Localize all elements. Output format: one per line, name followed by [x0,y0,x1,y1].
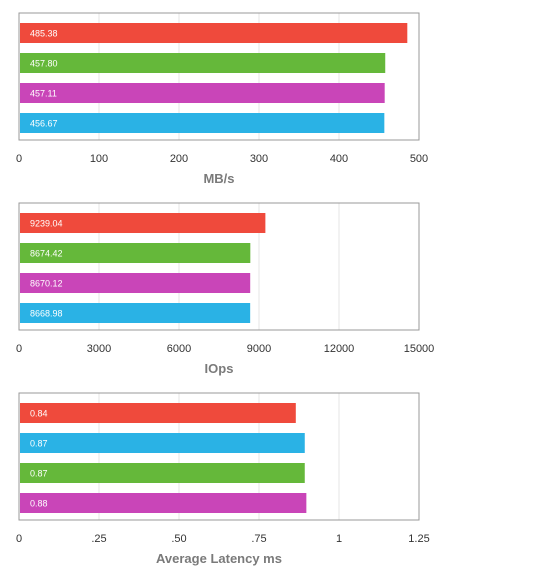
x-tick-label: .25 [91,533,106,545]
bar-value-label: 8670.12 [30,279,63,289]
bar-value-label: 485.38 [30,29,58,39]
bar [20,303,251,323]
bar [20,433,305,453]
bar [20,23,408,43]
bar-value-label: 0.84 [30,409,48,419]
x-tick-label: 0 [16,153,22,165]
x-tick-label: 12000 [324,343,355,355]
bar-value-label: 457.11 [30,89,57,99]
x-tick-label: .75 [251,533,266,545]
bar-value-label: 457.80 [30,59,58,69]
bar [20,53,386,73]
x-tick-label: 1.25 [408,533,429,545]
bar [20,213,266,233]
bar-value-label: 456.67 [30,119,58,129]
bar [20,493,307,513]
bar-value-label: 0.87 [30,439,48,449]
chart-2: 9239.04 8674.42 8670.12 8668.98 0 3000 6000 900… [16,202,435,376]
plot-frame [18,202,420,331]
plot-frame [18,12,420,141]
bar-value-label: 8668.98 [30,309,63,319]
plot-frame [18,392,420,521]
x-tick-label: 0 [16,533,22,545]
x-axis-title: MB/s [203,171,234,186]
bar-value-label: 8674.42 [30,249,63,259]
bar [20,243,251,263]
x-tick-label: 15000 [404,343,435,355]
bar-value-label: 0.87 [30,469,48,479]
x-tick-label: 6000 [167,343,191,355]
bar [20,83,385,103]
x-tick-label: 300 [250,153,268,165]
chart-1: 485.38 457.80 457.11 456.67 0 100 200 300 400 500… [16,12,428,186]
x-tick-label: 0 [16,343,22,355]
bar [20,113,385,133]
x-tick-label: 9000 [247,343,271,355]
bar [20,463,305,483]
x-axis-title: IOps [205,361,234,376]
bar [20,273,251,293]
x-tick-label: 3000 [87,343,111,355]
x-tick-label: 500 [410,153,428,165]
x-tick-label: 1 [336,533,342,545]
x-tick-label: 400 [330,153,348,165]
x-tick-label: 200 [170,153,188,165]
x-tick-label: 100 [90,153,108,165]
bar [20,403,296,423]
x-axis-title: Average Latency ms [156,551,282,566]
chart-3: 0.84 0.87 0.87 0.88 0 .25 .50 .75 1 1.25 Average L… [16,392,430,566]
bar-value-label: 0.88 [30,499,48,509]
x-tick-label: .50 [171,533,186,545]
bar-value-label: 9239.04 [30,219,63,229]
